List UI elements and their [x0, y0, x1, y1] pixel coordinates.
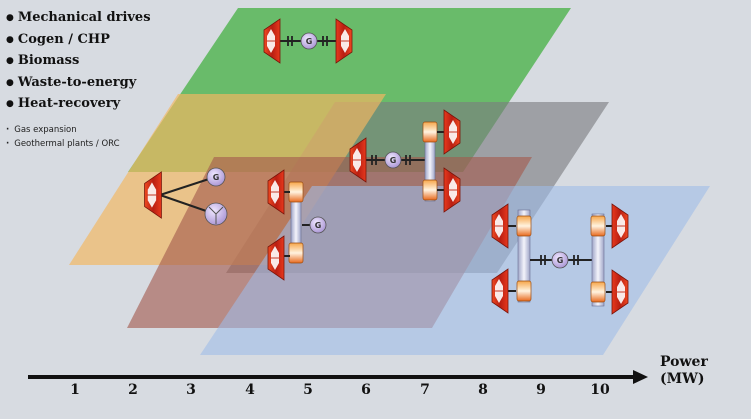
legend-item: Cogen / CHP — [6, 30, 151, 52]
axis-title-line: Power — [660, 354, 708, 370]
secondary-application-list: Gas expansion Geothermal plants / ORC — [6, 123, 151, 151]
machine-gearbox-two-turbines: G — [267, 169, 327, 281]
axis-title-unit: (MW) — [660, 371, 705, 387]
axis-tick-label: 2 — [128, 382, 138, 398]
axis-tick-label: 10 — [590, 382, 610, 398]
axis-tick-label: 8 — [478, 382, 488, 398]
legend-sub-item: Geothermal plants / ORC — [6, 137, 151, 151]
machine-turbine-generator-compressor: G — [144, 167, 228, 226]
gear-icon — [590, 281, 606, 303]
axis-tick-label: 9 — [536, 382, 546, 398]
generator-icon — [384, 151, 402, 169]
application-list: Mechanical drives Cogen / CHP Biomass Wa… — [6, 8, 151, 116]
legend-item: Biomass — [6, 51, 151, 73]
axis-tick-label: 6 — [361, 382, 371, 398]
gear-icon — [422, 121, 438, 143]
generator-icon — [206, 167, 226, 187]
gear-icon — [288, 242, 304, 264]
axis-tick-label: 4 — [245, 382, 255, 398]
generator-icon — [300, 32, 318, 50]
axis-title: Power (MW) — [660, 354, 708, 388]
generator-label: G — [213, 173, 220, 182]
generator-label: G — [557, 256, 564, 265]
legend-item: Heat-recovery — [6, 94, 151, 116]
legend-item: Waste-to-energy — [6, 73, 151, 95]
plane-blue-cogen — [200, 186, 710, 355]
axis-tick-label: 7 — [420, 382, 430, 398]
machine-twin-turbine-generator: G — [263, 18, 353, 64]
power-axis — [28, 370, 648, 384]
legend-item: Mechanical drives — [6, 8, 151, 30]
axis-tick-label: 1 — [70, 382, 80, 398]
generator-label: G — [306, 37, 313, 46]
axis-tick-label: 5 — [303, 382, 313, 398]
gear-icon — [288, 181, 304, 203]
application-legend: Mechanical drives Cogen / CHP Biomass Wa… — [6, 8, 151, 151]
gear-icon — [590, 215, 606, 237]
generator-icon — [309, 216, 327, 234]
gear-icon — [422, 179, 438, 201]
generator-label: G — [390, 156, 397, 165]
generator-label: G — [315, 221, 322, 230]
machine-steam-turbine-gearbox: G — [349, 109, 461, 213]
machine-large-cogen-train: G — [491, 203, 629, 315]
gear-icon — [516, 280, 532, 302]
generator-icon — [551, 251, 569, 269]
axis-tick-label: 3 — [186, 382, 196, 398]
gear-icon — [516, 215, 532, 237]
legend-sub-item: Gas expansion — [6, 123, 151, 137]
